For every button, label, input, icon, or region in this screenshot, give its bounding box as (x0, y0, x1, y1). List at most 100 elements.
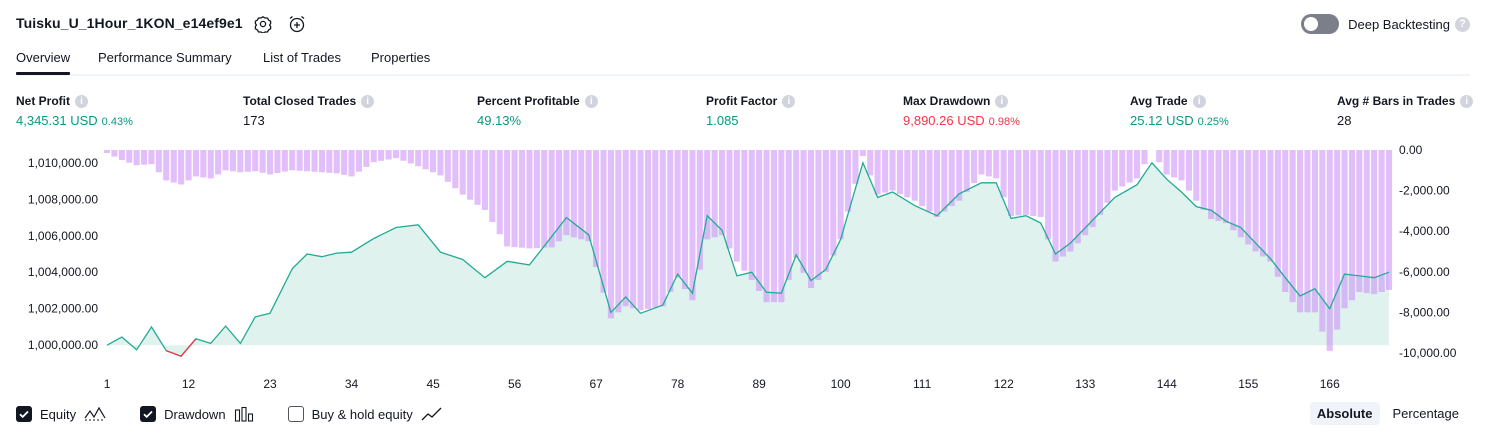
drawdown-bar (711, 150, 718, 238)
drawdown-bar (296, 150, 303, 171)
drawdown-bar (563, 150, 570, 236)
drawdown-bar (170, 150, 177, 183)
metric-value: 49.13% (477, 113, 522, 128)
deep-backtesting-toggle[interactable] (1301, 14, 1340, 34)
drawdown-bar (845, 150, 852, 212)
metric-avg-trade: Avg Trade i 25.12 USD 0.25% (1130, 94, 1229, 128)
drawdown-bar (1163, 150, 1170, 175)
drawdown-bar (1074, 150, 1081, 244)
equity-area (107, 162, 1389, 357)
drawdown-bar (1230, 150, 1237, 231)
drawdown-bar (1341, 150, 1348, 309)
drawdown-bar (763, 150, 770, 303)
equity-checkbox[interactable] (16, 406, 32, 422)
drawdown-bar (682, 150, 689, 289)
drawdown-bar (370, 150, 377, 163)
drawdown-bar (1082, 150, 1089, 236)
drawdown-bar (437, 150, 444, 176)
equity-line (106, 160, 1390, 357)
drawdown-bar (1252, 150, 1259, 252)
legend-buy-hold[interactable]: Buy & hold equity (287, 406, 443, 422)
drawdown-bar (1193, 150, 1200, 201)
drawdown-bar (378, 150, 385, 161)
settings-icon[interactable] (252, 13, 274, 35)
buy-hold-checkbox[interactable] (287, 406, 304, 422)
metric-label: Profit Factor (706, 94, 778, 108)
drawdown-bar (896, 150, 903, 194)
drawdown-bar (126, 150, 133, 163)
alarm-clock-add-icon[interactable] (286, 13, 308, 35)
drawdown-bar (674, 150, 681, 278)
drawdown-bar (511, 150, 518, 248)
drawdown-bar (274, 150, 281, 173)
x-axis-tick-label: 100 (831, 377, 851, 391)
drawdown-bar (1059, 150, 1066, 257)
left-axis-tick-label: 1,006,000.00 (28, 229, 98, 243)
drawdown-bar (533, 150, 540, 249)
drawdown-bar (222, 150, 229, 171)
equity-line-icon (84, 406, 106, 421)
legend-buy-hold-label: Buy & hold equity (311, 406, 413, 422)
drawdown-bar (192, 150, 199, 177)
drawdown-bar (1378, 150, 1385, 292)
help-icon[interactable]: ? (1455, 16, 1470, 32)
tab-performance-summary[interactable]: Performance Summary (98, 50, 232, 65)
absolute-mode-button[interactable]: Absolute (1309, 402, 1380, 425)
drawdown-bar (756, 150, 763, 291)
drawdown-bar (919, 150, 926, 207)
metric-net-profit: Net Profit i 4,345.31 USD 0.43% (16, 94, 133, 128)
equity-drawdown-chart[interactable]: 1,010,000.00 1,008,000.00 1,006,000.00 1,00… (0, 140, 1486, 398)
drawdown-bar (1171, 150, 1178, 178)
drawdown-bar (289, 150, 296, 171)
drawdown-bar (570, 150, 577, 238)
drawdown-bar (1156, 150, 1163, 163)
drawdown-bar (1104, 150, 1111, 203)
tab-list-of-trades[interactable]: List of Trades (263, 50, 342, 65)
drawdown-bar (118, 150, 125, 161)
metric-value: 173 (243, 113, 265, 128)
drawdown-bar (830, 150, 837, 256)
drawdown-bar (474, 150, 481, 205)
info-icon[interactable]: i (584, 94, 598, 108)
metric-percent: 0.25% (1197, 116, 1229, 128)
tab-properties[interactable]: Properties (371, 50, 431, 65)
view-mode-switch: Absolute Percentage (1304, 402, 1466, 425)
info-icon[interactable]: i (1192, 94, 1206, 108)
x-axis-tick-label: 89 (752, 377, 766, 391)
metric-label: Percent Profitable (477, 94, 580, 108)
drawdown-bar (267, 150, 274, 175)
left-axis-tick-label: 1,000,000.00 (28, 338, 98, 352)
drawdown-bar (1348, 150, 1355, 301)
drawdown-bar (1030, 150, 1037, 216)
drawdown-bar (430, 150, 437, 173)
drawdown-bar (859, 150, 866, 157)
percentage-mode-button[interactable]: Percentage (1392, 406, 1460, 421)
drawdown-bar (518, 150, 525, 248)
drawdown-bar (133, 150, 140, 166)
info-icon[interactable]: i (1460, 94, 1474, 108)
legend-equity[interactable]: Equity (16, 406, 106, 422)
metric-value: 1.085 (706, 113, 739, 128)
info-icon[interactable]: i (782, 94, 796, 108)
drawdown-bar (733, 150, 740, 262)
info-icon[interactable]: i (361, 94, 375, 108)
drawdown-bar (393, 150, 400, 159)
metric-value: 25.12 USD (1130, 113, 1194, 128)
drawdown-bar (541, 150, 548, 248)
info-icon[interactable]: i (995, 94, 1009, 108)
x-axis-tick-label: 45 (426, 377, 440, 391)
legend-drawdown[interactable]: Drawdown (140, 406, 253, 422)
tab-overview[interactable]: Overview (16, 50, 71, 75)
drawdown-checkbox[interactable] (140, 406, 157, 422)
x-axis-tick-label: 34 (345, 377, 359, 391)
drawdown-bar (1008, 150, 1015, 216)
drawdown-bar (1289, 150, 1296, 303)
right-axis-tick-label: 0.00 (1399, 143, 1423, 157)
drawdown-bar (1000, 150, 1007, 198)
drawdown-bar (1208, 150, 1215, 219)
drawdown-bar (1089, 150, 1096, 228)
drawdown-bar (1222, 150, 1229, 224)
info-icon[interactable]: i (75, 94, 88, 108)
drawdown-bar (229, 150, 236, 172)
drawdown-bar (1052, 150, 1059, 262)
